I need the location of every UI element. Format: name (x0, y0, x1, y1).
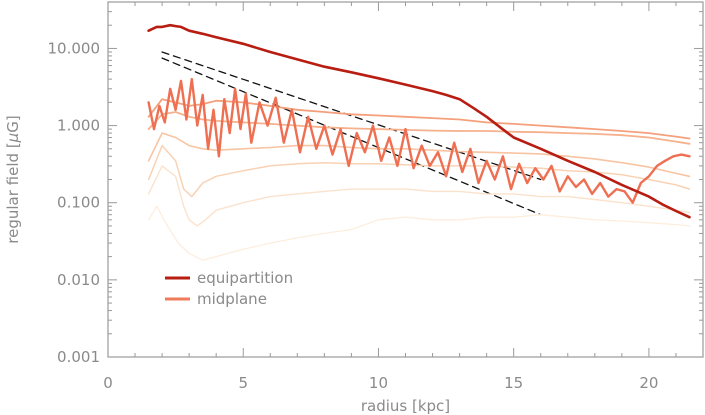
axes-layer: 0 5 10 15 20 0.001 0.010 0.100 1.000 10.000 (48, 1, 703, 392)
y-tick-label: 1.000 (57, 117, 100, 135)
series-line-6 (147, 165, 691, 227)
series-line-8 (161, 51, 542, 181)
series-line-3 (147, 111, 691, 145)
legend-label-1: midplane (197, 290, 267, 308)
y-axis-label: regular field [μG] (4, 115, 22, 243)
x-axis-label: radius [kpc] (361, 397, 450, 415)
y-axis-label-prefix: regular field [ (4, 142, 22, 243)
y-tick-label: 10.000 (48, 39, 101, 57)
x-tick-label: 15 (504, 374, 523, 392)
y-axis-label-suffix: G] (4, 115, 22, 132)
y-tick-label: 0.100 (57, 194, 100, 212)
series-line-1 (147, 77, 691, 204)
series-line-0 (147, 23, 691, 219)
series-line-9 (161, 57, 542, 216)
series-layer (147, 23, 691, 261)
series-line-7 (147, 205, 691, 261)
x-tick-label: 10 (369, 374, 388, 392)
y-tick-label: 0.001 (57, 348, 100, 366)
x-tick-label: 0 (103, 374, 113, 392)
legend: equipartition midplane (165, 269, 293, 308)
y-axis-label-mu: μ (4, 133, 22, 144)
x-tick-label: 20 (639, 374, 658, 392)
legend-label-0: equipartition (197, 269, 293, 287)
x-tick-label: 5 (238, 374, 248, 392)
y-tick-label: 0.010 (57, 271, 100, 289)
